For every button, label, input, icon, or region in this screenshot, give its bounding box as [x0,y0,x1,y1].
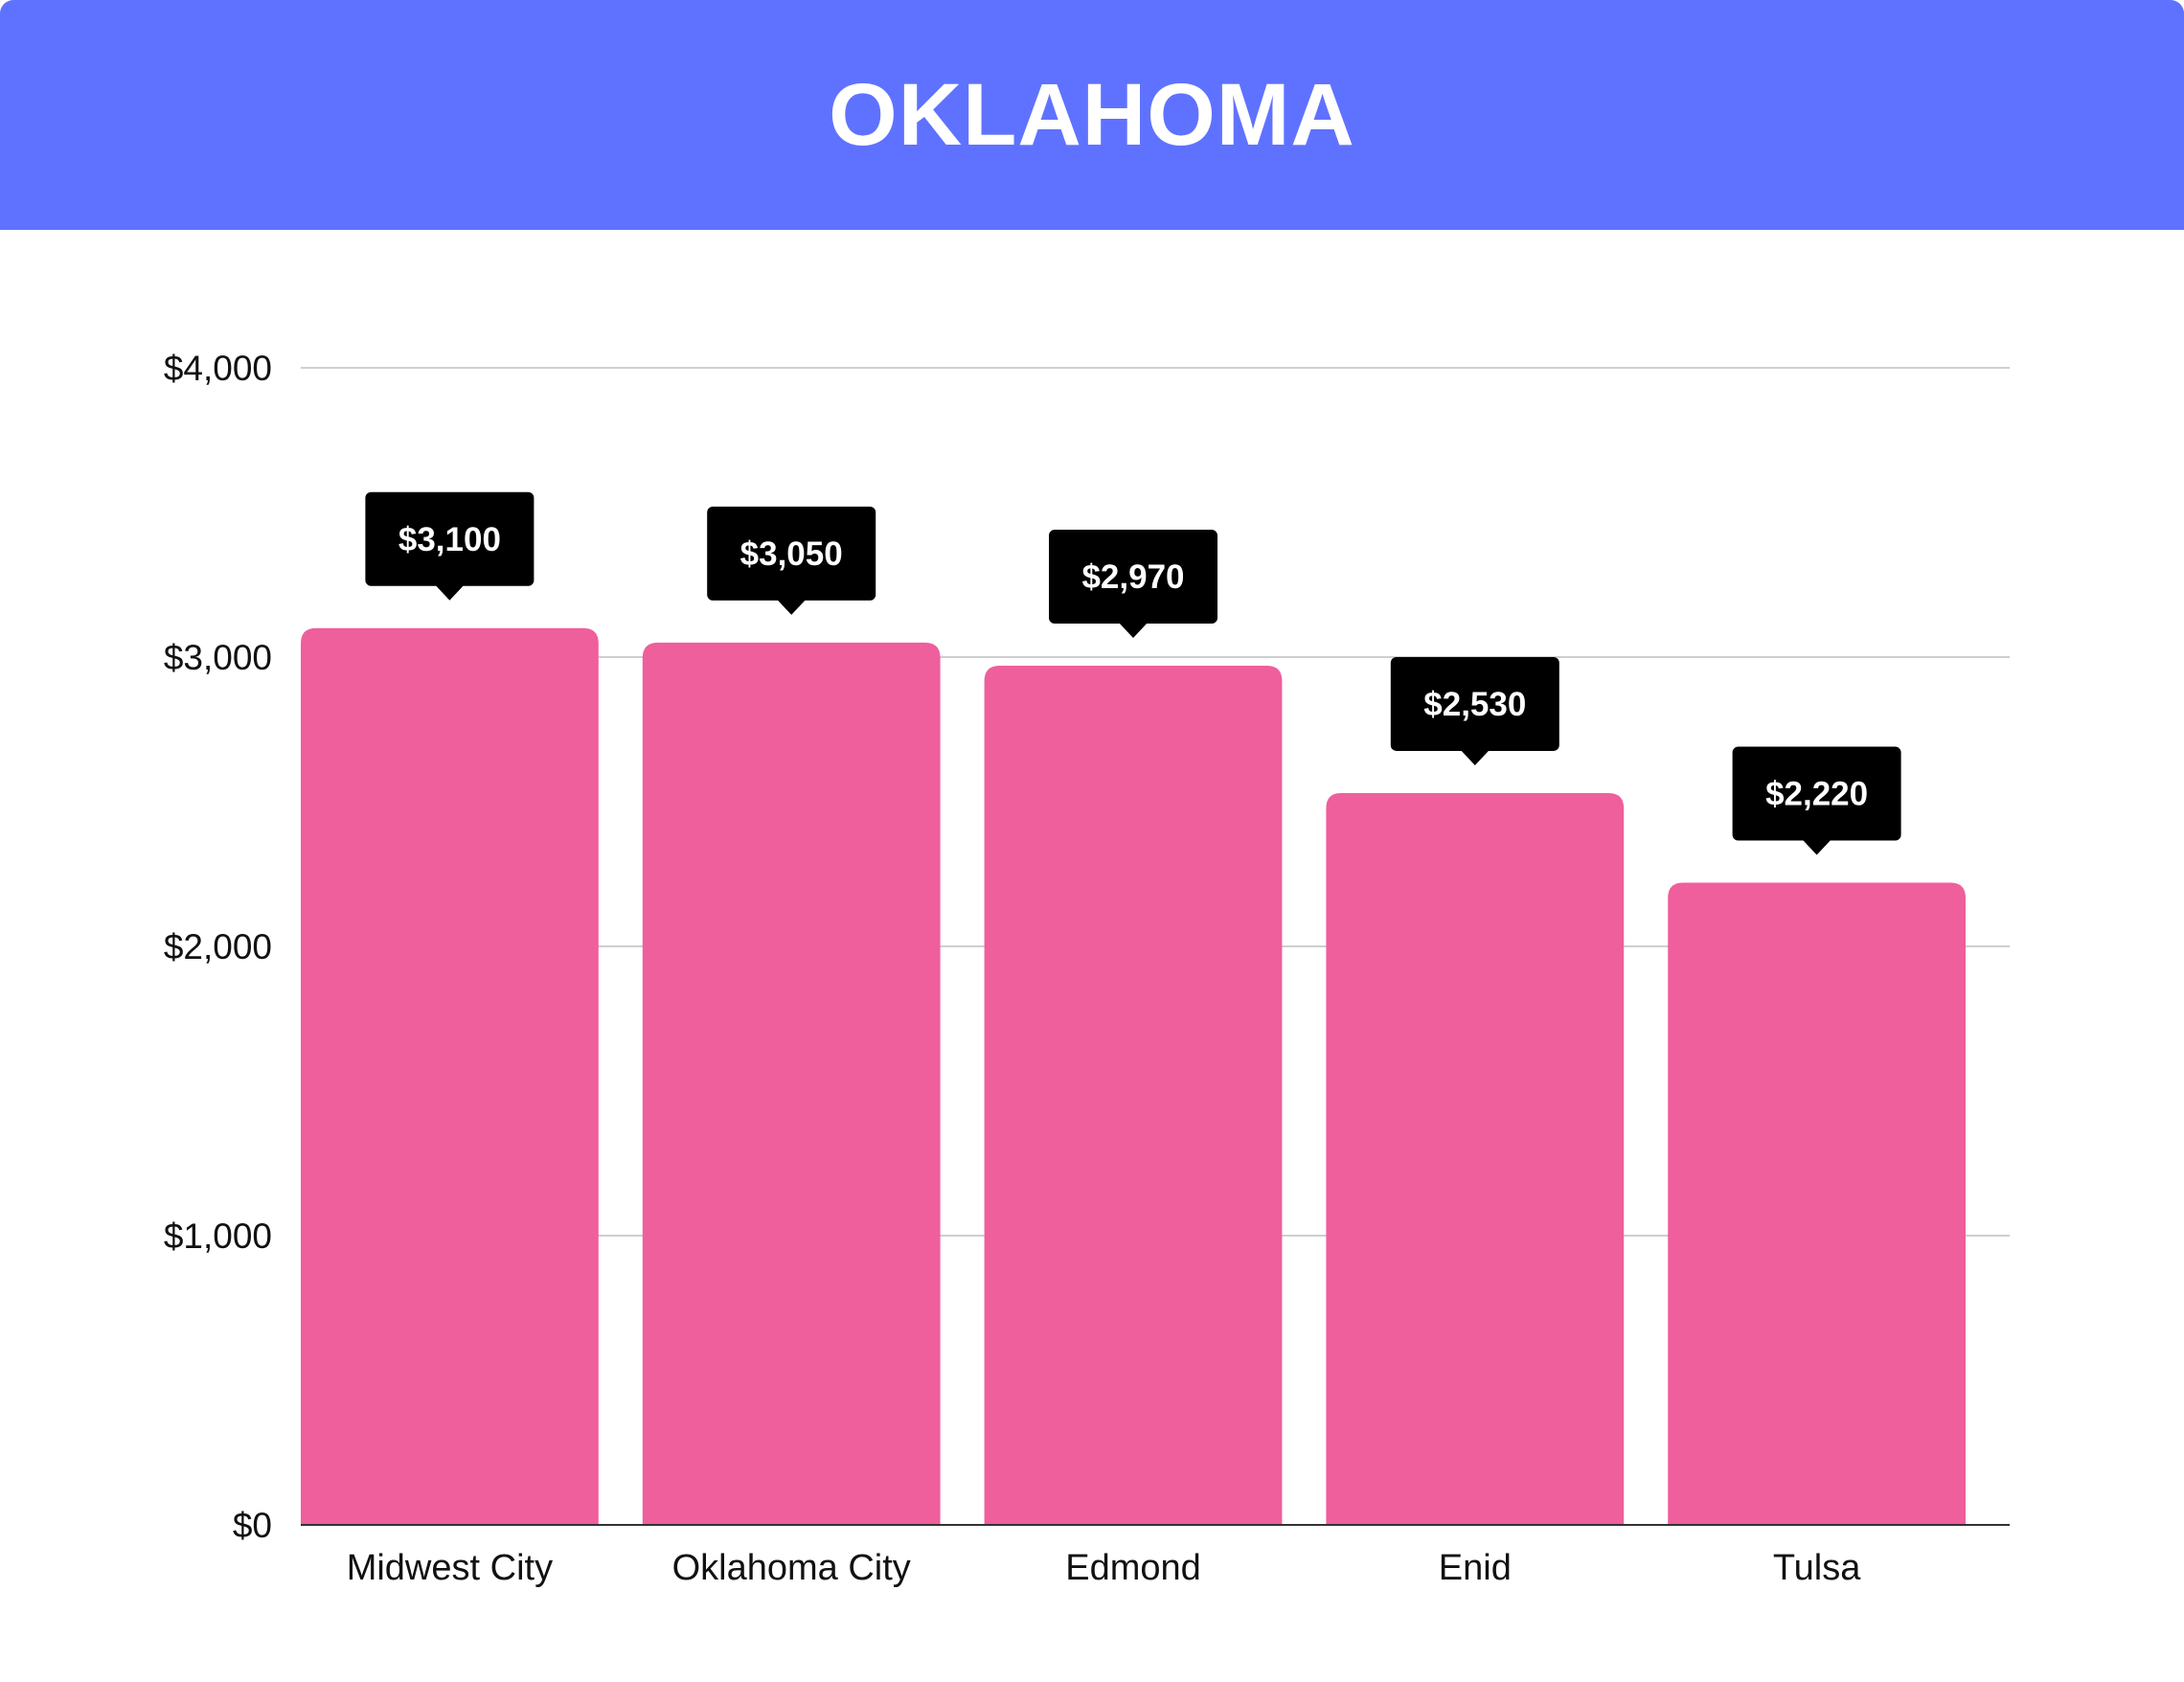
data-label-box [1390,656,1559,751]
data-label-callout: $2,970 [1049,530,1217,639]
chart-title: OKLAHOMA [829,65,1355,164]
data-label: $2,530 [1423,686,1526,723]
y-tick-label: $4,000 [164,349,272,388]
x-category-label: Edmond [1065,1548,1201,1588]
y-tick-label: $1,000 [164,1216,272,1256]
x-category-label: Midwest City [347,1548,553,1588]
data-label-box [707,506,876,601]
data-label-pointer [1119,623,1148,639]
data-label-box [365,491,535,586]
data-label-pointer [1460,749,1490,765]
bar-tulsa [1668,882,1966,1525]
y-tick-label: $3,000 [164,638,272,677]
data-label-pointer [777,599,807,615]
data-label: $3,050 [740,535,843,573]
data-label-box [1049,530,1217,625]
chart-header: OKLAHOMA [0,0,2184,230]
data-label-callout: $2,220 [1732,746,1901,855]
data-label-callout: $3,050 [707,506,876,615]
y-tick-label: $0 [233,1506,272,1545]
bar-oklahoma-city [642,642,941,1525]
x-category-label: Tulsa [1773,1548,1861,1588]
bar-midwest-city [301,627,599,1525]
data-label: $2,220 [1765,776,1868,813]
y-tick-label: $2,000 [164,927,272,966]
x-category-label: Oklahoma City [672,1548,911,1588]
data-label-callout: $3,100 [365,491,535,601]
x-category-label: Enid [1439,1548,1512,1588]
data-label: $3,100 [398,521,501,558]
data-label: $2,970 [1081,558,1184,596]
bar-edmond [984,666,1283,1525]
data-label-pointer [435,584,465,601]
data-label-box [1732,746,1901,841]
bar-enid [1326,792,1625,1525]
data-label-callout: $2,530 [1390,656,1559,765]
data-label-pointer [1802,839,1831,855]
